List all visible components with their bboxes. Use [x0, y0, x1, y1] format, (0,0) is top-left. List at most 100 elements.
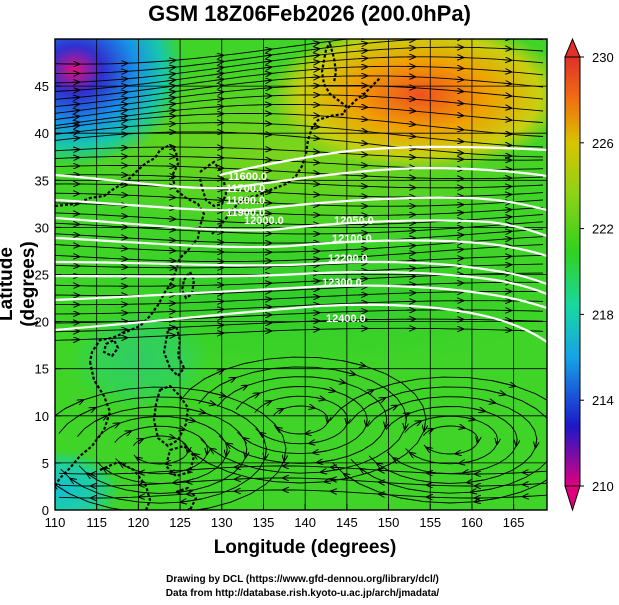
streamline-arrow — [262, 80, 271, 81]
streamline-arrow — [379, 470, 388, 471]
streamline-arrow — [214, 85, 223, 86]
streamline-arrow — [166, 86, 175, 87]
contour-line — [55, 260, 547, 286]
x-axis-ticks: 110 115 120 125 130 135 140 145 150 155 160 165 — [45, 504, 524, 530]
coast-japan — [211, 41, 348, 235]
colorbar-label: 214 — [592, 393, 614, 408]
streamline-arrow — [166, 74, 175, 75]
streamline-arrow — [189, 409, 205, 413]
y-tick-label: 0 — [42, 503, 49, 518]
streamline-arrow — [166, 116, 175, 117]
field-cyan-patch-2 — [70, 310, 210, 410]
streamline — [329, 376, 547, 504]
streamline-arrow — [181, 499, 202, 502]
streamline-arrow — [123, 431, 131, 434]
streamline-arrow — [169, 437, 174, 438]
streamline-arrow — [321, 469, 342, 472]
streamline-arrow — [502, 217, 511, 218]
streamline-arrow — [479, 399, 495, 403]
contour-label: 11800.0 — [226, 195, 265, 207]
streamline-arrow — [309, 442, 319, 443]
streamline-arrow — [454, 91, 463, 92]
streamline-arrow — [366, 419, 367, 426]
streamline-arrow — [310, 126, 319, 127]
streamline-arrow — [262, 49, 271, 50]
streamline-arrow — [358, 131, 367, 132]
streamline-arrow — [406, 253, 415, 254]
streamline-arrow — [214, 106, 223, 107]
streamline-arrow — [262, 73, 271, 74]
colorbar-bottom-arrow — [564, 485, 581, 512]
streamline-arrow — [454, 115, 463, 116]
coast-mindanao — [164, 444, 196, 478]
y-axis-ticks: 0 5 10 15 20 25 30 35 40 45 — [35, 79, 61, 518]
contour-label: 12100.0 — [332, 233, 372, 245]
streamline — [77, 406, 248, 494]
streamline-arrow — [347, 419, 348, 424]
streamline-arrow — [359, 37, 367, 38]
x-tick-label: 140 — [294, 515, 316, 530]
coast-taiwan — [180, 269, 196, 300]
streamline-arrow — [118, 127, 127, 128]
streamline-arrow — [103, 468, 112, 473]
streamline-arrow — [502, 60, 511, 61]
streamline-arrow — [214, 99, 223, 100]
contour-line — [55, 284, 547, 310]
colorbar-label: 222 — [592, 222, 614, 237]
x-tick-label: 155 — [419, 515, 441, 530]
contour-line — [55, 236, 547, 258]
coast-hainan — [102, 338, 120, 358]
x-tick-label: 150 — [378, 515, 400, 530]
streamline-arrow — [234, 386, 247, 392]
x-tick-label: 145 — [336, 515, 358, 530]
contour-label: 12200.0 — [328, 253, 368, 265]
streamline-arrow — [315, 398, 325, 400]
streamline-arrow — [454, 235, 463, 236]
streamline-arrow — [516, 439, 517, 446]
streamline-arrow — [358, 256, 367, 257]
streamline-arrow — [406, 136, 415, 137]
streamline-arrow — [406, 238, 415, 239]
contour-label: 11700.0 — [226, 183, 265, 195]
streamline-arrow — [118, 79, 127, 80]
x-tick-label: 115 — [86, 515, 107, 530]
coast-korea — [198, 160, 228, 208]
contour-line — [55, 166, 547, 190]
y-tick-label: 25 — [35, 268, 49, 283]
x-tick-label: 110 — [45, 515, 66, 530]
streamline — [55, 39, 352, 65]
streamline-arrow — [358, 119, 367, 120]
streamline-arrow — [243, 438, 252, 443]
coast-kuril — [347, 77, 381, 109]
streamline-arrow — [118, 92, 127, 93]
credit-data: Data from http://database.rish.kyoto-u.a… — [165, 588, 440, 599]
streamline-arrow — [310, 55, 319, 56]
streamline-arrow — [310, 62, 319, 63]
streamline-arrow — [454, 141, 463, 142]
streamline-arrow — [64, 400, 83, 410]
streamline-arrow — [379, 482, 388, 483]
streamline-arrow — [459, 462, 469, 463]
map-title: GSM 18Z06Feb2026 (200.0hPa) — [148, 1, 471, 26]
streamline-arrow — [502, 231, 511, 232]
streamline-arrow — [166, 80, 175, 81]
streamline-arrow — [263, 401, 271, 404]
streamline-arrow — [354, 390, 373, 400]
streamline-arrow — [342, 360, 365, 366]
streamline-arrow — [429, 429, 433, 431]
streamline-arrow — [502, 145, 511, 146]
streamline-arrow — [502, 239, 511, 240]
streamline-arrow — [207, 449, 208, 454]
streamline-arrow — [377, 463, 388, 471]
streamline-arrow — [393, 458, 402, 463]
streamline-arrow — [70, 116, 79, 117]
streamline-arrow — [246, 448, 247, 458]
y-tick-label: 20 — [35, 315, 49, 330]
streamline-arrow — [317, 460, 334, 463]
streamline-arrow — [70, 97, 79, 98]
coast-borneo — [99, 460, 152, 510]
streamline-arrow — [454, 129, 463, 130]
streamline-arrow — [465, 418, 475, 420]
streamline-arrow — [166, 98, 175, 99]
contour-label: 12400.0 — [326, 313, 366, 325]
